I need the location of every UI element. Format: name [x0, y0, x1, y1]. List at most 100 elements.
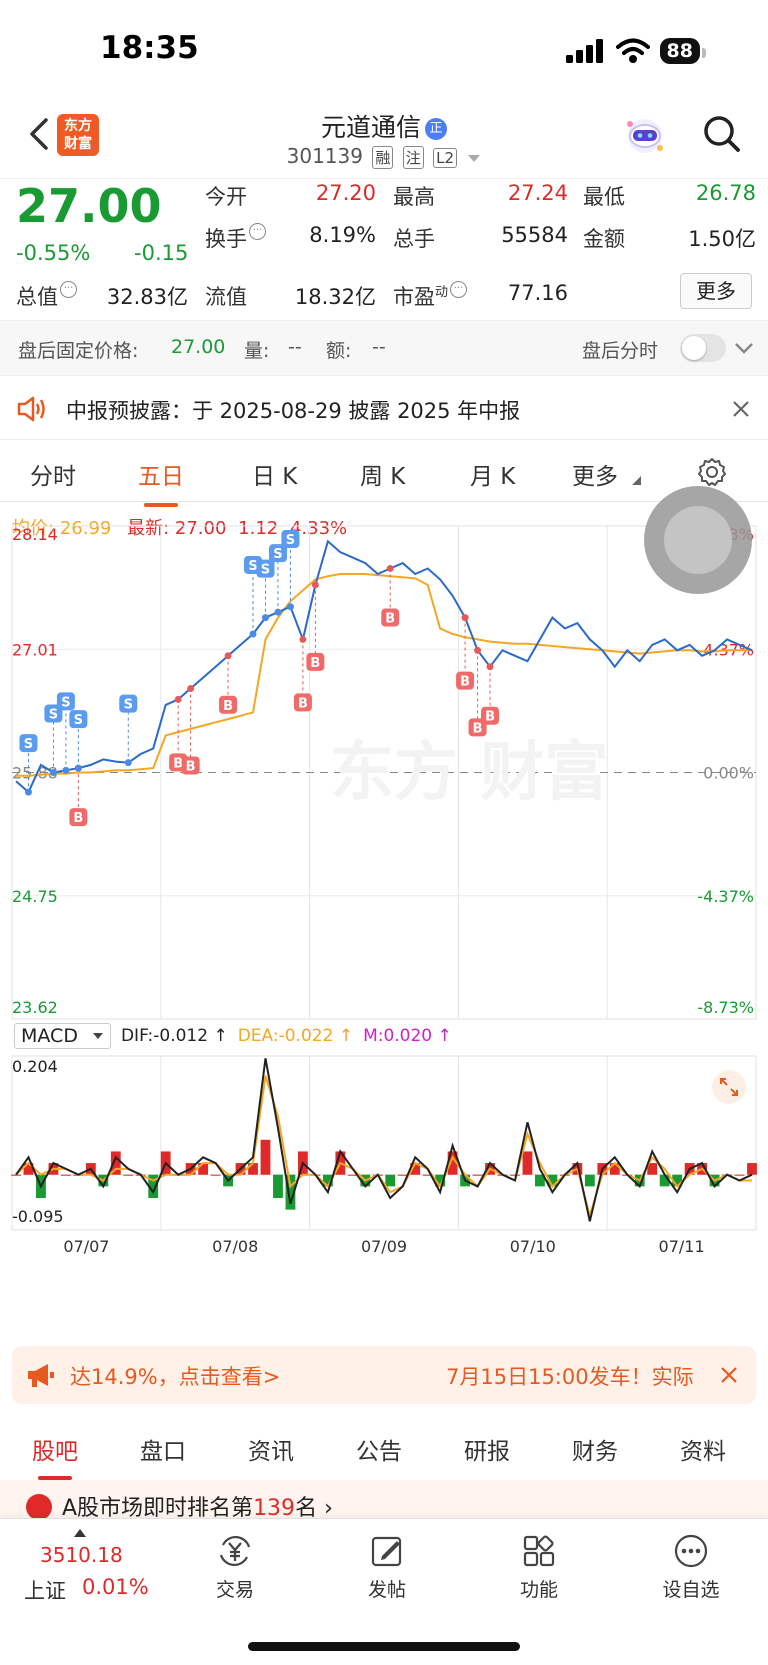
info-icon[interactable]: ··· — [60, 281, 77, 298]
index-name: 上证 — [24, 1579, 66, 1603]
macd-histogram-bar — [410, 1163, 421, 1175]
level2-tag: L2 — [433, 148, 457, 168]
macd-histogram-bar — [385, 1174, 396, 1187]
open-label: 今开 — [205, 185, 247, 209]
status-icons: 88 — [565, 38, 707, 64]
macd-m: M:0.020 ↑ — [363, 1026, 452, 1046]
macd-dif: DIF:-0.012 ↑ — [120, 1026, 228, 1046]
post-button[interactable]: 发帖 — [332, 1531, 442, 1602]
macd-histogram-bar — [23, 1163, 34, 1175]
tab-daily-k[interactable]: 日 K — [252, 464, 298, 490]
ai-assistant-robot-icon[interactable] — [622, 114, 668, 158]
low-value: 26.78 — [695, 181, 756, 205]
trade-label: 交易 — [215, 1579, 254, 1601]
buy-marker-dot — [187, 685, 195, 693]
tab-weekly-k[interactable]: 周 K — [360, 464, 406, 490]
sell-marker-label: S — [24, 737, 33, 752]
buy-marker-dot — [299, 635, 307, 643]
info-icon[interactable]: ··· — [249, 223, 266, 240]
functions-button[interactable]: 功能 — [484, 1531, 594, 1602]
macd-frame — [11, 1055, 757, 1231]
close-icon[interactable] — [720, 1366, 738, 1384]
stock-name-text: 元道通信 — [320, 113, 421, 142]
amount-label: 金额 — [583, 227, 625, 251]
tab-intraday[interactable]: 分时 — [30, 464, 76, 490]
price-chart-svg[interactable]: 东方 财富 28.1427.0125.8824.7523.628.73%4.37… — [0, 504, 768, 1334]
macd-histogram-bar — [734, 1174, 745, 1176]
macd-histogram-bar — [198, 1163, 209, 1175]
more-button[interactable]: 更多 — [680, 273, 752, 309]
gear-icon[interactable] — [696, 456, 728, 488]
after-hours-vol-label: 量: — [244, 340, 270, 362]
sell-marker-dot — [24, 788, 32, 796]
stock-code-row[interactable]: 301139 融 注 L2 — [0, 144, 768, 169]
watermark: 东方 财富 — [330, 736, 608, 810]
expand-icon — [720, 1078, 738, 1096]
sell-marker-dot — [74, 764, 82, 772]
tab-news[interactable]: 资讯 — [248, 1439, 294, 1465]
price-axis-tick: 23.62 — [12, 998, 58, 1017]
buy-marker-label: B — [385, 612, 395, 627]
back-arrow-icon[interactable] — [24, 114, 54, 154]
buy-marker-dot — [461, 614, 469, 622]
change-percent: -0.55% — [16, 241, 91, 265]
sell-marker-dot — [124, 759, 132, 767]
stock-name[interactable]: 元道通信正 — [0, 108, 768, 144]
notice-bar[interactable]: 中报预披露：于 2025-08-29 披露 2025 年中报 — [0, 378, 768, 440]
tab-financials[interactable]: 财务 — [572, 1439, 618, 1465]
turnover-value: 8.19% — [309, 223, 376, 247]
sell-marker-dot — [249, 630, 257, 638]
grid-icon — [523, 1535, 555, 1567]
add-watchlist-button[interactable]: 设自选 — [636, 1531, 746, 1602]
buy-marker-label: B — [460, 675, 470, 690]
buy-marker-box — [69, 808, 88, 827]
megaphone-icon — [28, 1364, 54, 1387]
wifi-icon — [615, 38, 650, 63]
buy-marker-label: B — [473, 721, 483, 736]
turnover-label-text: 换手 — [205, 227, 247, 251]
speaker-icon — [17, 396, 45, 422]
tab-monthly-k[interactable]: 月 K — [470, 464, 516, 490]
macd-dea: DEA:-0.022 ↑ — [237, 1026, 354, 1046]
chart-period-tabs: 分时 五日 日 K 周 K 月 K 更多 — [0, 444, 768, 507]
pe-superscript: 动 — [435, 285, 449, 300]
expand-button[interactable] — [712, 1070, 746, 1104]
macd-histogram-bar — [659, 1174, 670, 1187]
macd-selector[interactable]: MACD — [14, 1023, 111, 1049]
tab-more[interactable]: 更多 — [572, 464, 618, 490]
low-label: 最低 — [583, 185, 625, 209]
macd-histogram-bar — [322, 1174, 333, 1187]
latest-price-value: 27.00 — [174, 518, 227, 539]
buy-marker-box — [381, 608, 400, 627]
volume-value: 55584 — [501, 223, 568, 247]
promo-banner[interactable]: 达14.9%，点击查看> 7月15日15:00发车！实际 — [12, 1346, 756, 1404]
x-axis-date-label: 07/09 — [361, 1237, 407, 1256]
buy-marker-label: B — [485, 710, 495, 725]
buy-marker-dot — [311, 581, 319, 589]
rank-text: A股市场即时排名第139名 › — [62, 1490, 333, 1518]
index-value: 3510.18 — [40, 1543, 123, 1567]
chevron-down-icon[interactable] — [734, 341, 754, 355]
tab-five-day[interactable]: 五日 — [138, 457, 184, 507]
tab-guba[interactable]: 股吧 — [32, 1432, 78, 1480]
info-icon[interactable]: ··· — [450, 281, 468, 298]
tab-research[interactable]: 研报 — [464, 1439, 510, 1465]
after-hours-toggle[interactable] — [680, 334, 726, 362]
search-icon[interactable] — [700, 112, 744, 156]
close-icon[interactable] — [732, 400, 750, 418]
macd-dif-line — [15, 1058, 753, 1222]
macd-selector-label: MACD — [21, 1025, 78, 1047]
trade-button[interactable]: 交易 — [180, 1531, 290, 1602]
tab-profile[interactable]: 资料 — [680, 1439, 726, 1465]
home-indicator — [248, 1642, 520, 1651]
tab-announcements[interactable]: 公告 — [356, 1439, 402, 1465]
tab-orderbook[interactable]: 盘口 — [140, 1439, 186, 1465]
rank-banner[interactable]: A股市场即时排名第139名 › — [0, 1480, 768, 1518]
turnover-label: 换手 ··· — [205, 223, 266, 253]
five-day-chart[interactable]: 均价: 26.99 最新: 27.00 1.12 4.33% 东方 财富 28.… — [0, 504, 768, 1334]
sell-marker-box — [281, 530, 300, 548]
notice-text: 中报预披露：于 2025-08-29 披露 2025 年中报 — [66, 399, 521, 423]
x-axis-date-label: 07/11 — [659, 1237, 705, 1256]
market-cap-label: 总值 ··· — [16, 281, 77, 311]
floating-assistive-ball[interactable] — [644, 486, 752, 594]
